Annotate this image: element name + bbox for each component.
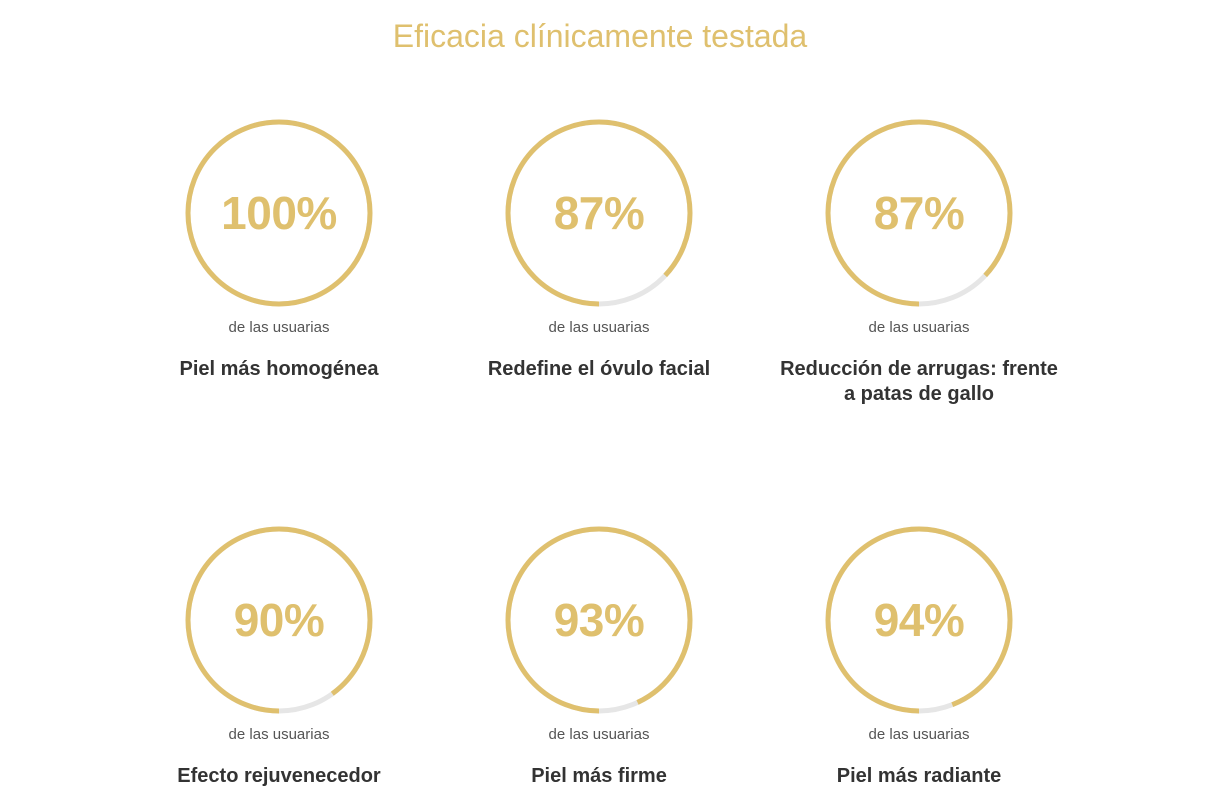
percent-value: 100% (221, 187, 337, 239)
progress-ring-graphic (185, 526, 373, 714)
stat-label: Reducción de arrugas: frente a patas de … (780, 358, 1058, 405)
progress-ring-graphic (505, 526, 693, 714)
progress-ring: 87% (504, 118, 694, 308)
stat-caption: de las usuarias (548, 319, 650, 336)
progress-ring: 90% (184, 525, 374, 715)
stat-card: 100% de las usuarias Piel más homogénea (129, 118, 429, 382)
percent-value: 93% (553, 594, 645, 646)
progress-ring: 94% (824, 525, 1014, 715)
progress-ring-fill (185, 119, 373, 307)
stat-label: Piel más homogénea (179, 358, 379, 380)
progress-ring: 93% (504, 525, 694, 715)
progress-ring-fill (185, 526, 373, 714)
stat-caption: de las usuarias (228, 726, 330, 743)
stat-label: Redefine el óvulo facial (487, 358, 711, 380)
stat-caption: de las usuarias (868, 319, 970, 336)
stat-caption: de las usuarias (228, 319, 330, 336)
stat-label: Efecto rejuvenecedor (177, 765, 381, 787)
progress-ring-graphic (825, 526, 1013, 714)
progress-ring-graphic (825, 119, 1013, 307)
stat-label: Piel más radiante (836, 765, 1002, 787)
progress-ring-graphic (185, 119, 373, 307)
percent-value: 94% (873, 594, 965, 646)
stat-caption: de las usuarias (868, 726, 970, 743)
section-title: Eficacia clínicamente testada (392, 18, 808, 54)
progress-ring-fill (505, 526, 693, 714)
stat-card: 87% de las usuarias Redefine el óvulo fa… (449, 118, 749, 382)
percent-value: 90% (233, 594, 325, 646)
progress-ring-graphic (505, 119, 693, 307)
stat-caption: de las usuarias (548, 726, 650, 743)
stat-card: 90% de las usuarias Efecto rejuvenecedor (129, 525, 429, 789)
progress-ring: 100% (184, 118, 374, 308)
percent-value: 87% (873, 187, 965, 239)
stat-card: 94% de las usuarias Piel más radiante (769, 525, 1069, 789)
progress-ring-fill (505, 119, 693, 307)
stat-card: 93% de las usuarias Piel más firme (449, 525, 749, 789)
stat-label: Piel más firme (531, 765, 667, 787)
percent-value: 87% (553, 187, 645, 239)
stat-card: 87% de las usuarias Reducción de arrugas… (769, 118, 1069, 407)
progress-ring: 87% (824, 118, 1014, 308)
progress-ring-fill (825, 119, 1013, 307)
progress-ring-fill (825, 526, 1013, 714)
